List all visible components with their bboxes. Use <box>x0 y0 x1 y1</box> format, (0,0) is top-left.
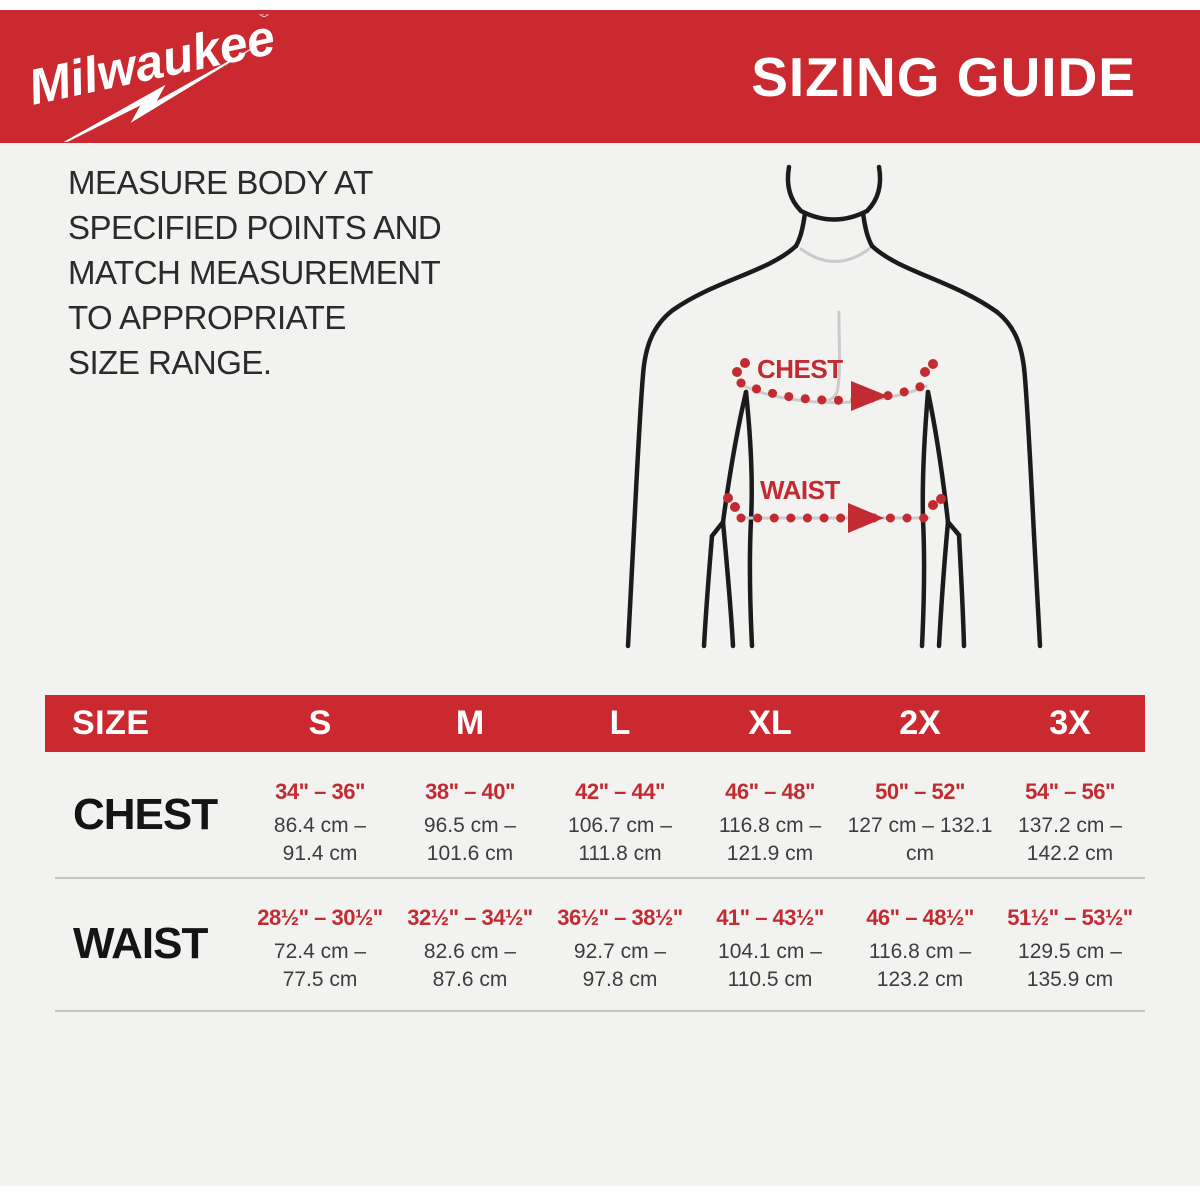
chest-m-cm: 96.5 cm – 101.6 cm <box>423 814 517 865</box>
waist-l-inches: 36½" – 38½" <box>557 905 683 930</box>
header-col-2x: 2X <box>899 704 941 742</box>
waist-arrow-icon <box>848 503 884 533</box>
chest-cell-s: 34" – 36" 86.4 cm – 91.4 cm <box>245 752 395 878</box>
table-row-waist: WAIST 28½" – 30½" 72.4 cm – 77.5 cm 32½"… <box>45 878 1145 1010</box>
chest-dotted-line <box>736 378 934 405</box>
waist-3x-inches: 51½" – 53½" <box>1007 905 1133 930</box>
chest-cell-3x: 54" – 56" 137.2 cm – 142.2 cm <box>995 752 1145 878</box>
waist-xl-cm: 104.1 cm – 110.5 cm <box>718 940 822 991</box>
waist-row-label: WAIST <box>73 919 208 968</box>
chest-3x-inches: 54" – 56" <box>1025 779 1115 804</box>
chest-l-inches: 42" – 44" <box>575 779 665 804</box>
size-table-header: SIZE S M L XL 2X 3X <box>45 695 1145 752</box>
chest-measurement-line: CHEST <box>732 354 938 411</box>
waist-m-inches: 32½" – 34½" <box>407 905 533 930</box>
chest-3x-cm: 137.2 cm – 142.2 cm <box>1018 814 1122 865</box>
instruction-text: MEASURE BODY AT SPECIFIED POINTS AND MAT… <box>68 164 442 381</box>
chest-arrow-icon <box>851 381 888 411</box>
waist-s-cm: 72.4 cm – 77.5 cm <box>273 940 367 991</box>
chest-row-label: CHEST <box>73 790 218 839</box>
waist-l-cm: 92.7 cm – 97.8 cm <box>573 940 667 991</box>
milwaukee-logo: Milwaukee ® <box>23 14 280 142</box>
torso-measurement-figure: CHEST WAIST <box>625 164 1043 649</box>
header-col-xl: XL <box>748 704 792 742</box>
chest-l-cm: 106.7 cm – 111.8 cm <box>568 814 672 865</box>
chest-cell-m: 38" – 40" 96.5 cm – 101.6 cm <box>395 752 545 878</box>
waist-m-cm: 82.6 cm – 87.6 cm <box>423 940 517 991</box>
waist-cell-3x: 51½" – 53½" 129.5 cm – 135.9 cm <box>995 878 1145 1010</box>
chest-xl-inches: 46" – 48" <box>725 779 815 804</box>
waist-2x-cm: 116.8 cm – 123.2 cm <box>868 940 972 991</box>
row-separator <box>55 877 1145 879</box>
chest-2x-inches: 50" – 52" <box>875 779 965 804</box>
chest-cell-xl: 46" – 48" 116.8 cm – 121.9 cm <box>695 752 845 878</box>
waist-measurement-line: WAIST <box>723 475 946 533</box>
row-separator <box>55 1010 1145 1012</box>
waist-cell-s: 28½" – 30½" 72.4 cm – 77.5 cm <box>245 878 395 1010</box>
chest-cell-l: 42" – 44" 106.7 cm – 111.8 cm <box>545 752 695 878</box>
header-col-m: M <box>455 704 485 742</box>
chest-figure-label: CHEST <box>757 354 843 384</box>
chest-m-inches: 38" – 40" <box>425 779 515 804</box>
waist-2x-inches: 46" – 48½" <box>866 905 974 930</box>
body-outline <box>625 164 1043 649</box>
waist-s-inches: 28½" – 30½" <box>257 905 383 930</box>
waist-xl-inches: 41" – 43½" <box>716 905 824 930</box>
table-row-chest: CHEST 34" – 36" 86.4 cm – 91.4 cm 38" – … <box>45 752 1145 878</box>
brand-banner: Milwaukee ® SIZING GUIDE <box>0 10 1200 143</box>
waist-3x-cm: 129.5 cm – 135.9 cm <box>1018 940 1122 991</box>
content-background <box>0 10 1200 1186</box>
chest-s-inches: 34" – 36" <box>275 779 365 804</box>
page-title: SIZING GUIDE <box>751 45 1136 108</box>
registered-trademark-symbol: ® <box>257 14 271 22</box>
waist-figure-label: WAIST <box>760 475 840 505</box>
chest-2x-cm: 127 cm – 132.1 cm <box>847 814 993 865</box>
waist-cell-xl: 41" – 43½" 104.1 cm – 110.5 cm <box>695 878 845 1010</box>
header-col-s: S <box>308 704 332 742</box>
header-col-l: L <box>609 704 631 742</box>
header-col-3x: 3X <box>1049 704 1091 742</box>
chest-xl-cm: 116.8 cm – 121.9 cm <box>718 814 822 865</box>
lightning-bolt-icon <box>30 38 271 142</box>
waist-cell-2x: 46" – 48½" 116.8 cm – 123.2 cm <box>845 878 995 1010</box>
waist-cell-l: 36½" – 38½" 92.7 cm – 97.8 cm <box>545 878 695 1010</box>
chest-s-cm: 86.4 cm – 91.4 cm <box>273 814 367 865</box>
chest-cell-2x: 50" – 52" 127 cm – 132.1 cm <box>845 752 995 878</box>
waist-cell-m: 32½" – 34½" 82.6 cm – 87.6 cm <box>395 878 545 1010</box>
header-size-col: SIZE <box>72 704 150 742</box>
